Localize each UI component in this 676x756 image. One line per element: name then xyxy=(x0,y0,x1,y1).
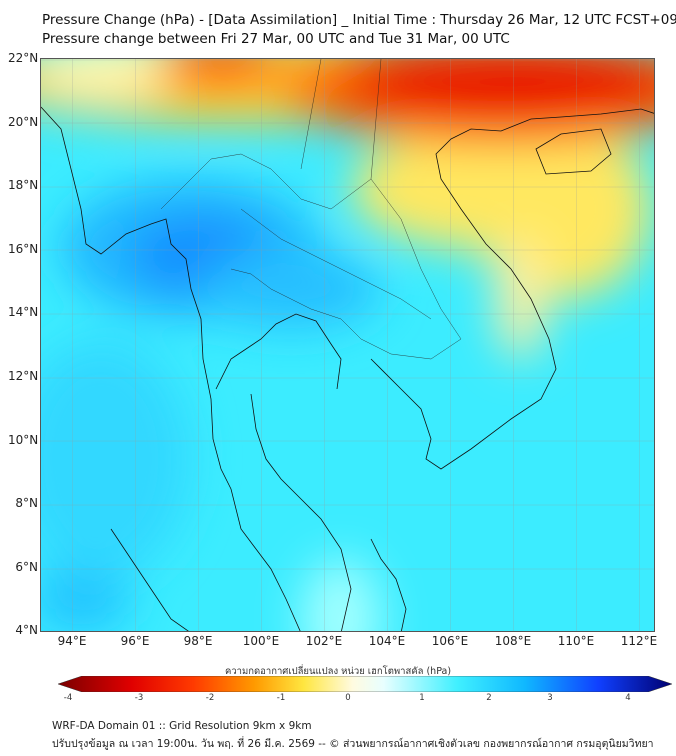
lon-label: 100°E xyxy=(242,634,280,648)
lat-label: 6°N xyxy=(15,560,38,574)
lat-label: 8°N xyxy=(15,496,38,510)
lon-label: 98°E xyxy=(183,634,213,648)
chart-title: Pressure Change (hPa) - [Data Assimilati… xyxy=(42,12,676,28)
lon-label: 110°E xyxy=(557,634,595,648)
lat-label: 10°N xyxy=(8,433,39,447)
lat-label: 18°N xyxy=(8,178,39,192)
map-field xyxy=(41,59,654,631)
lon-label: 96°E xyxy=(120,634,150,648)
field-shading xyxy=(41,59,654,631)
model-info: WRF-DA Domain 01 :: Grid Resolution 9km … xyxy=(52,720,312,732)
colorbar-tick: 2 xyxy=(486,693,492,703)
lon-label: 112°E xyxy=(620,634,658,648)
pressure-change-map xyxy=(40,58,655,632)
colorbar-label: ความกดอากาศเปลี่ยนแปลง หน่วย เฮกโตพาสคัล… xyxy=(224,666,452,677)
chart-subtitle: Pressure change between Fri 27 Mar, 00 U… xyxy=(42,31,510,47)
colorbar-tick: -3 xyxy=(134,693,144,703)
country-borders xyxy=(160,59,462,360)
colorbar-tick: 4 xyxy=(625,693,631,703)
colorbar-tick: 0 xyxy=(345,693,351,703)
colorbar xyxy=(58,676,672,692)
lat-label: 12°N xyxy=(8,369,39,383)
colorbar-tick: -4 xyxy=(63,693,73,703)
lon-label: 94°E xyxy=(57,634,87,648)
lat-label: 16°N xyxy=(8,242,39,256)
lon-label: 106°E xyxy=(431,634,469,648)
lon-label: 108°E xyxy=(494,634,532,648)
colorbar-tick: -1 xyxy=(276,693,286,703)
coastlines xyxy=(41,106,654,631)
lat-label: 4°N xyxy=(15,623,38,637)
lat-label: 20°N xyxy=(8,115,39,129)
lat-label: 14°N xyxy=(8,305,39,319)
lon-label: 104°E xyxy=(368,634,406,648)
colorbar-tick: 3 xyxy=(547,693,553,703)
graticule xyxy=(41,59,654,631)
update-credit: ปรับปรุงข้อมูล ณ เวลา 19:00น. วัน พฤ. ที… xyxy=(52,738,654,750)
colorbar-tick: -2 xyxy=(205,693,215,703)
lon-label: 102°E xyxy=(305,634,343,648)
lat-label: 22°N xyxy=(8,51,39,65)
colorbar-tick: 1 xyxy=(419,693,425,703)
